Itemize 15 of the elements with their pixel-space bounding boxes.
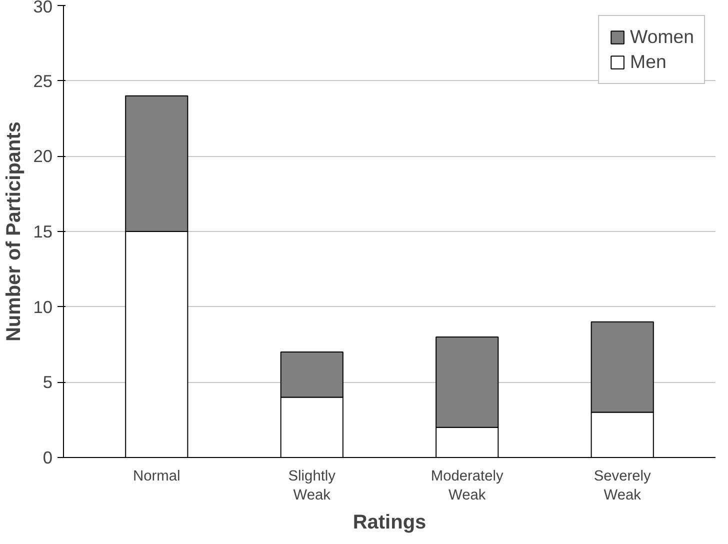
x-tick-label: Normal [133, 468, 180, 484]
legend-label: Women [630, 26, 694, 48]
y-tick-label: 20 [33, 146, 53, 166]
y-axis-title: Number of Participants [3, 121, 26, 342]
y-tick-label: 25 [33, 70, 53, 91]
x-tick-label: Severely Weak [594, 468, 652, 504]
x-tick-label: Moderately Weak [430, 468, 504, 504]
y-tick-label: 0 [42, 448, 53, 468]
legend-label: Men [630, 51, 666, 73]
y-tick-label: 5 [42, 372, 53, 392]
y-tick-label: 15 [33, 222, 53, 242]
x-tick-label: Slightly Weak [288, 468, 336, 504]
y-tick-label: 30 [33, 0, 53, 16]
y-tick-label: 10 [33, 296, 53, 317]
x-axis-title: Ratings [352, 512, 426, 534]
